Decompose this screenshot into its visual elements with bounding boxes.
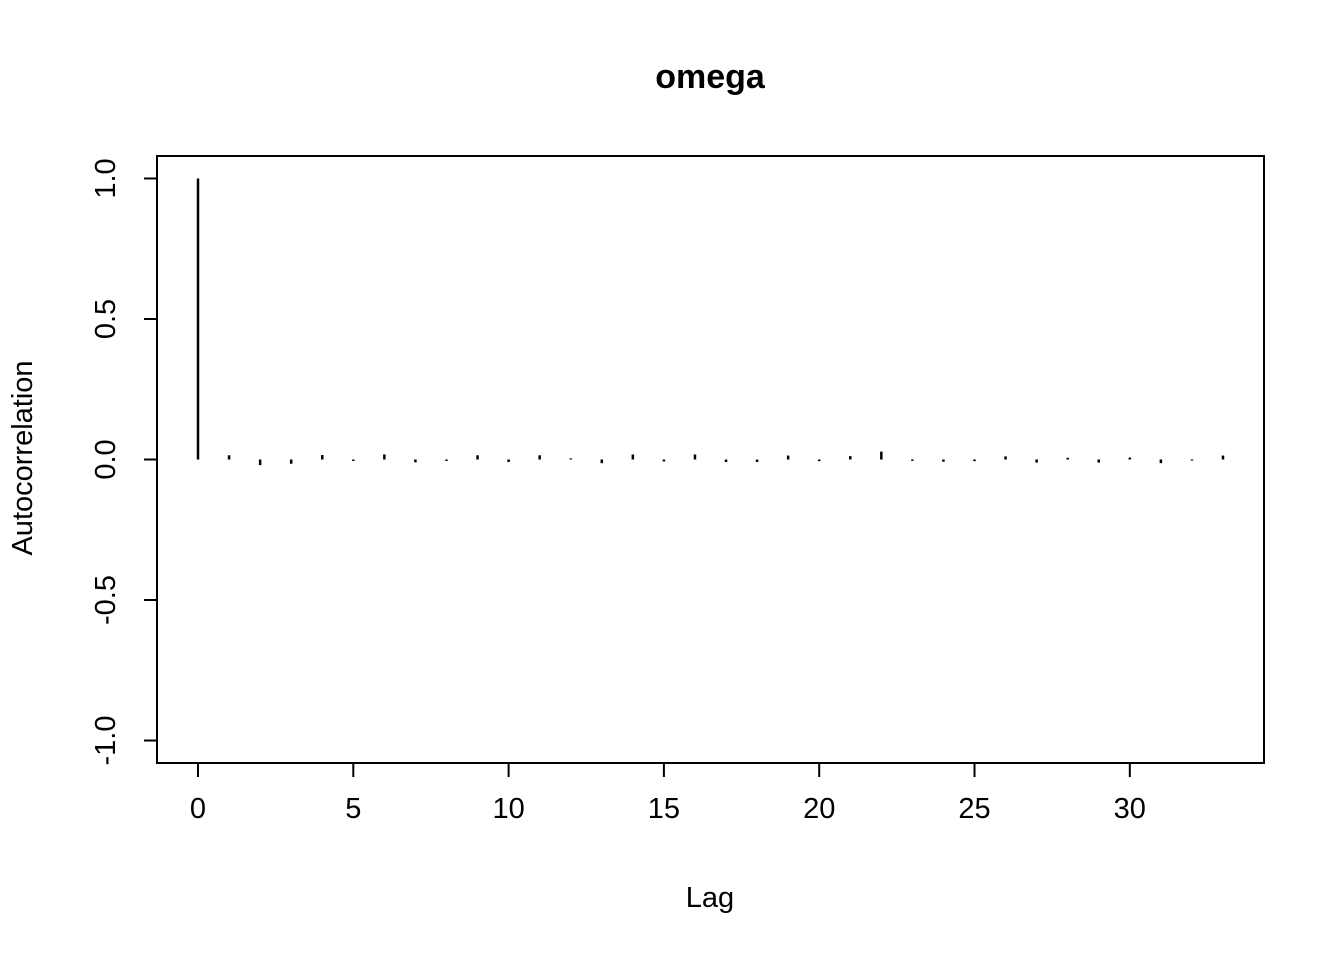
y-tick-label: -0.5 <box>90 575 122 625</box>
x-tick-label: 5 <box>345 793 361 825</box>
x-tick-label: 30 <box>1114 793 1146 825</box>
y-axis-title: Autocorrelation <box>7 360 39 555</box>
plot-title: omega <box>655 58 766 96</box>
x-tick-label: 25 <box>958 793 990 825</box>
y-tick-label: 1.0 <box>90 158 122 198</box>
x-tick-label: 20 <box>803 793 835 825</box>
x-tick-label: 15 <box>648 793 680 825</box>
y-tick-label: -1.0 <box>90 716 122 766</box>
plot-box <box>156 155 1265 764</box>
x-tick-label: 10 <box>492 793 524 825</box>
plot-region: 0 5 10 15 20 25 30 -1.0 -0.5 0.0 0.5 1.0 <box>90 155 1265 825</box>
y-tick-label: 0.0 <box>90 439 122 479</box>
x-tick-label: 0 <box>190 793 206 825</box>
y-tick-label: 0.5 <box>90 299 122 339</box>
x-axis-title: Lag <box>686 882 734 914</box>
